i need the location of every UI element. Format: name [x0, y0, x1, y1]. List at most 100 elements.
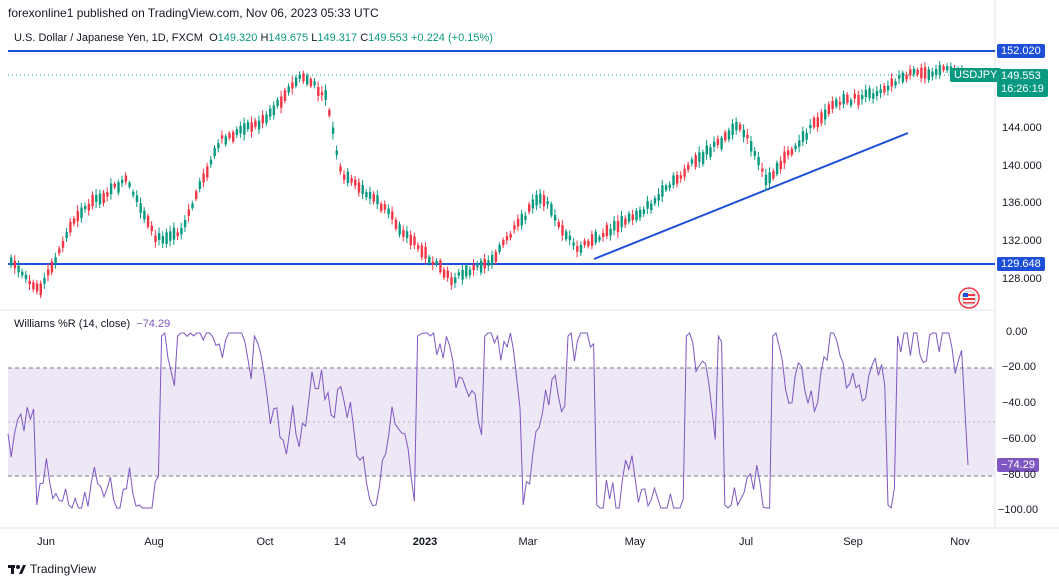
- candle-body: [590, 234, 594, 246]
- candle-body: [213, 148, 216, 157]
- candle-body: [402, 230, 405, 237]
- candle-body: [220, 135, 224, 139]
- candle-body: [713, 141, 716, 147]
- candle-body: [842, 94, 845, 105]
- candle-body: [883, 85, 886, 93]
- candle-body: [361, 184, 364, 195]
- candle-body: [709, 147, 712, 157]
- candle-body: [291, 82, 294, 89]
- candle-body: [317, 86, 320, 96]
- candle-body: [80, 207, 83, 219]
- candle-body: [72, 218, 76, 224]
- candle-body: [61, 241, 65, 248]
- symbol-legend[interactable]: U.S. Dollar / Japanese Yen, 1D, FXCM O14…: [14, 32, 493, 44]
- candle-body: [624, 218, 627, 225]
- candle-body: [783, 151, 786, 164]
- candle-body: [761, 168, 764, 172]
- candle-body: [158, 233, 161, 240]
- tradingview-brand[interactable]: TradingView: [8, 562, 96, 576]
- high-value: 149.675: [268, 32, 309, 44]
- wr-value-tag: −74.29: [997, 458, 1039, 472]
- candle-body: [84, 206, 87, 210]
- time-tick: Nov: [950, 536, 970, 548]
- candle-body: [750, 141, 753, 152]
- candle-body: [180, 227, 183, 235]
- candle-body: [824, 109, 827, 120]
- bar-countdown: 16:26:19: [1001, 83, 1044, 95]
- candle-body: [435, 261, 438, 265]
- candle-body: [946, 66, 949, 71]
- candle-body: [376, 195, 379, 205]
- candle-body: [861, 95, 864, 100]
- close-value: 149.553: [368, 32, 408, 44]
- candle-body: [550, 203, 553, 216]
- candle-body: [424, 247, 427, 259]
- publisher-info: forexonline1 published on TradingView.co…: [8, 6, 379, 20]
- candle-body: [320, 92, 324, 96]
- candle-body: [313, 81, 316, 86]
- candle-body: [287, 86, 290, 93]
- candle-body: [794, 145, 797, 150]
- candle-body: [690, 159, 694, 164]
- candle-body: [10, 257, 13, 266]
- candle-body: [17, 265, 20, 273]
- candle-body: [183, 220, 187, 228]
- candle-body: [306, 75, 309, 85]
- wr-line: [7, 331, 969, 510]
- candle-body: [169, 231, 172, 241]
- candle-body: [139, 203, 142, 213]
- candle-body: [468, 269, 472, 276]
- candle-body: [209, 159, 213, 165]
- candle-body: [661, 185, 664, 197]
- candle-body: [909, 69, 912, 76]
- candle-body: [561, 225, 564, 236]
- candle-body: [846, 94, 849, 103]
- candle-body: [431, 261, 435, 265]
- candle-body: [357, 182, 361, 193]
- candle-body: [32, 282, 35, 290]
- candle-body: [487, 260, 490, 267]
- candle-body: [135, 195, 139, 203]
- candle-body: [775, 162, 779, 175]
- candle-body: [198, 181, 202, 189]
- candle-body: [272, 105, 276, 116]
- candle-body: [328, 109, 331, 116]
- candle-body: [224, 136, 227, 145]
- candle-body: [283, 90, 287, 101]
- candle-body: [65, 232, 68, 238]
- time-tick: 14: [333, 536, 347, 548]
- candle-body: [235, 129, 239, 135]
- candle-body: [935, 68, 938, 75]
- candle-body: [816, 117, 819, 128]
- candle-body: [39, 283, 42, 296]
- indicator-value: −74.29: [136, 318, 171, 330]
- candle-body: [631, 214, 634, 221]
- candle-body: [513, 225, 516, 230]
- candle-body: [454, 277, 457, 284]
- candle-body: [335, 150, 338, 155]
- indicator-legend[interactable]: Williams %R (14, close) −74.29: [14, 318, 170, 330]
- candle-body: [372, 194, 375, 202]
- candle-body: [572, 242, 575, 246]
- candle-body: [191, 203, 194, 208]
- candle-body: [801, 131, 805, 142]
- candle-body: [676, 174, 679, 184]
- candle-body: [76, 211, 79, 221]
- candle-body: [942, 66, 945, 71]
- candle-body: [172, 227, 176, 240]
- candle-body: [920, 67, 923, 79]
- candle-body: [228, 133, 231, 139]
- candle-body: [820, 112, 823, 124]
- candle-body: [243, 123, 246, 135]
- candle-body: [724, 132, 727, 141]
- candle-body: [479, 260, 483, 273]
- time-tick: Aug: [144, 536, 164, 548]
- trend-line[interactable]: [593, 132, 909, 260]
- candle-body: [91, 194, 94, 207]
- us-flag-icon[interactable]: [958, 287, 980, 309]
- indicator-name: Williams %R (14, close): [14, 318, 131, 330]
- candle-body: [309, 78, 313, 87]
- candle-body: [324, 90, 327, 100]
- candle-body: [757, 156, 760, 166]
